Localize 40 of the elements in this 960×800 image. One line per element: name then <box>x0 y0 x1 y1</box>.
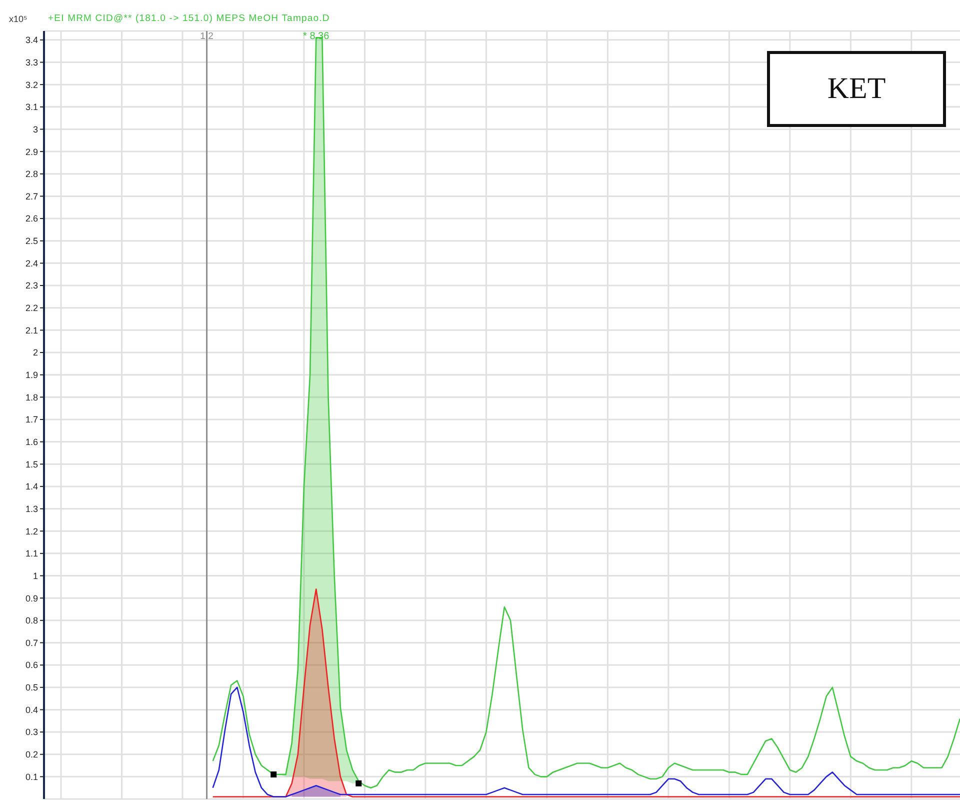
y-tick-label: 0.9 <box>25 593 38 604</box>
line-series <box>212 588 960 798</box>
y-tick-label: 1.6 <box>25 436 38 447</box>
y-tick-label: 3.3 <box>25 57 38 68</box>
y-tick-label: 2.1 <box>25 325 38 336</box>
y-tick-label: 1.7 <box>25 414 38 425</box>
y-tick-label: 2.6 <box>25 214 38 224</box>
y-tick-label: 0.2 <box>25 750 38 760</box>
y-tick-label: 3.1 <box>25 102 38 112</box>
y-tick-label: 0.4 <box>25 704 38 715</box>
y-tick-label: 0.6 <box>25 660 38 670</box>
y-tick-label: 3.2 <box>25 80 38 90</box>
y-tick-label: 2.9 <box>25 146 38 157</box>
y-tick-label: 2.4 <box>25 258 38 268</box>
y-tick-label: 0.7 <box>25 638 38 648</box>
y-tick-label: 1.2 <box>25 526 38 536</box>
y-axis-title: x10⁵ <box>9 13 28 25</box>
y-tick-label: 0.5 <box>25 682 38 693</box>
y-tick-label: 2.2 <box>25 303 38 314</box>
y-tick-label: 0.8 <box>25 616 38 626</box>
y-tick-label: 1.1 <box>25 548 38 559</box>
y-tick-label: 1.4 <box>25 482 38 492</box>
y-tick-label: 1.9 <box>25 370 38 380</box>
chart-title: +EI MRM CID@** (181.0 -> 151.0) MEPS MeOH Tampao.D <box>48 13 330 25</box>
annotation: KET <box>827 72 886 105</box>
y-tick-label: 2.8 <box>25 169 38 180</box>
y-tick-label: 2.5 <box>25 236 38 246</box>
y-tick-label: 3 <box>32 124 38 134</box>
y-tick-label: 1.3 <box>25 504 38 514</box>
y-tick-label: 1 <box>32 570 38 581</box>
y-tick-label: 2.3 <box>25 280 38 291</box>
y-tick-label: 1.8 <box>25 392 38 402</box>
y-tick-label: 2.7 <box>25 191 38 202</box>
y-tick-label: 1.5 <box>25 459 38 470</box>
y-tick-label: 0.1 <box>25 772 38 782</box>
y-tick-label: 3.4 <box>25 35 38 46</box>
y-tick-label: 2 <box>32 348 38 358</box>
annotation: 1 2 <box>200 31 214 42</box>
y-tick-label: 0.3 <box>25 727 38 738</box>
line-series <box>212 686 960 798</box>
